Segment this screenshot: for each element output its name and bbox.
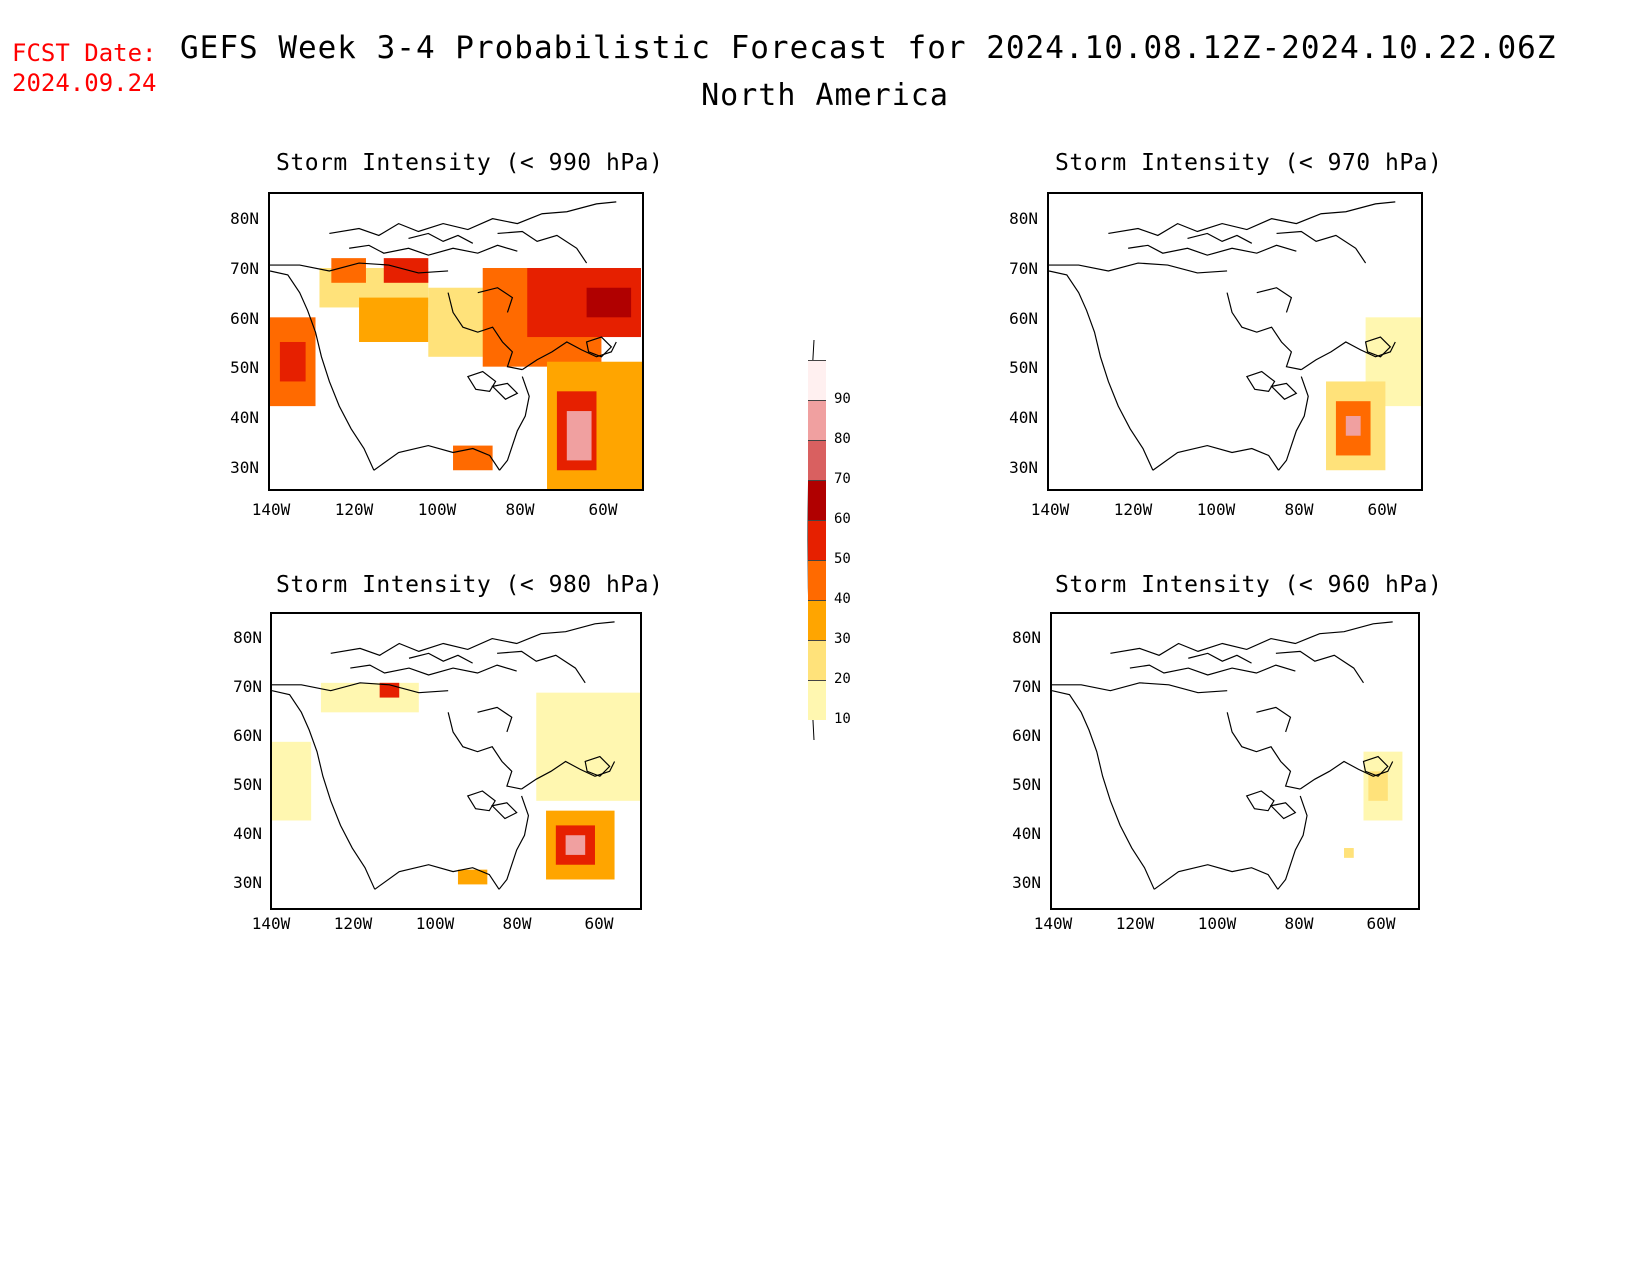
map-970-svg: [1049, 201, 1421, 471]
shade-region: [566, 411, 592, 461]
colorbar-label: 70: [834, 471, 851, 487]
lon-label: 80W: [1284, 914, 1314, 933]
shade-region: [1345, 415, 1361, 436]
lon-label: 60W: [588, 500, 618, 519]
fcst-date-value: 2024.09.24: [12, 69, 157, 97]
colorbar-label: 80: [834, 431, 851, 447]
lon-label: 120W: [333, 914, 373, 933]
shade-region: [331, 258, 366, 283]
coastline: [1052, 621, 1394, 890]
lon-label: 120W: [1115, 914, 1155, 933]
lat-label: 50N: [1009, 358, 1038, 377]
lat-label: 50N: [230, 358, 259, 377]
lat-label: 60N: [233, 726, 262, 745]
lon-label: 120W: [334, 500, 374, 519]
colorbar-label: 60: [834, 511, 851, 527]
map-960: [1050, 612, 1420, 910]
colorbar-segment: [808, 480, 826, 520]
lon-label: 100W: [1196, 500, 1236, 519]
lon-label: 140W: [251, 500, 291, 519]
lon-label: 140W: [1033, 914, 1073, 933]
panel-title-960: Storm Intensity (< 960 hPa): [1055, 572, 1443, 598]
page-title: GEFS Week 3-4 Probabilistic Forecast for…: [180, 30, 1557, 66]
map-980: [270, 612, 642, 910]
lat-label: 40N: [230, 408, 259, 427]
shade-region: [536, 692, 640, 801]
lat-label: 30N: [233, 873, 262, 892]
lat-label: 50N: [233, 775, 262, 794]
map-990-svg: [270, 201, 642, 489]
lat-label: 40N: [1012, 824, 1041, 843]
lat-label: 30N: [1009, 458, 1038, 477]
lat-label: 40N: [1009, 408, 1038, 427]
lon-label: 120W: [1113, 500, 1153, 519]
lat-label: 30N: [230, 458, 259, 477]
colorbar-label: 50: [834, 551, 851, 567]
colorbar-segment: [808, 520, 826, 560]
colorbar-label: 90: [834, 391, 851, 407]
colorbar-label: 20: [834, 671, 851, 687]
colorbar-label: 40: [834, 591, 851, 607]
panel-title-970: Storm Intensity (< 970 hPa): [1055, 150, 1443, 176]
colorbar-segment: [808, 440, 826, 480]
lon-label: 80W: [502, 914, 532, 933]
page-subtitle: North America: [701, 78, 949, 113]
shade-region: [272, 741, 312, 821]
colorbar-segment: [808, 400, 826, 440]
lat-label: 80N: [1012, 628, 1041, 647]
lon-label: 140W: [1030, 500, 1070, 519]
fcst-date-label: FCST Date:: [12, 39, 157, 67]
panel-title-980: Storm Intensity (< 980 hPa): [276, 572, 664, 598]
lon-label: 100W: [1197, 914, 1237, 933]
map-960-svg: [1052, 621, 1403, 890]
lon-label: 60W: [584, 914, 614, 933]
colorbar-segment: [808, 640, 826, 680]
shade-region: [565, 835, 586, 855]
colorbar-segment: [808, 360, 826, 400]
lat-label: 30N: [1012, 873, 1041, 892]
lat-label: 50N: [1012, 775, 1041, 794]
shade-region: [457, 869, 488, 885]
colorbar-label: 10: [834, 711, 851, 727]
colorbar-segment: [808, 560, 826, 600]
lat-label: 60N: [230, 309, 259, 328]
lat-label: 80N: [1009, 209, 1038, 228]
shade-region: [320, 682, 419, 713]
lat-label: 80N: [230, 209, 259, 228]
map-980-svg: [272, 621, 640, 890]
shade-region: [383, 258, 429, 283]
lat-label: 70N: [1012, 677, 1041, 696]
lat-label: 70N: [1009, 259, 1038, 278]
lon-label: 80W: [1284, 500, 1314, 519]
lat-label: 40N: [233, 824, 262, 843]
shade-region: [1368, 771, 1388, 801]
lat-label: 80N: [233, 628, 262, 647]
colorbar-segment: [808, 680, 826, 720]
lon-label: 140W: [251, 914, 291, 933]
map-990: [268, 192, 644, 491]
shade-region: [586, 287, 632, 318]
lon-label: 60W: [1367, 500, 1397, 519]
shade-region: [1344, 848, 1354, 858]
colorbar-segment: [808, 600, 826, 640]
lon-label: 100W: [415, 914, 455, 933]
forecast-date-block: FCST Date: 2024.09.24: [12, 38, 157, 98]
colorbar-label: 30: [834, 631, 851, 647]
lon-label: 80W: [505, 500, 535, 519]
lat-label: 70N: [233, 677, 262, 696]
shade-region: [359, 297, 429, 342]
lat-label: 70N: [230, 259, 259, 278]
map-970: [1047, 192, 1423, 491]
shade-region: [453, 445, 493, 471]
lon-label: 100W: [417, 500, 457, 519]
lat-label: 60N: [1012, 726, 1041, 745]
colorbar-legend: 10 20 30 40 50 60 70 80 90: [807, 340, 898, 740]
shade-region: [279, 341, 306, 382]
lat-label: 60N: [1009, 309, 1038, 328]
lon-label: 60W: [1366, 914, 1396, 933]
panel-title-990: Storm Intensity (< 990 hPa): [276, 150, 664, 176]
